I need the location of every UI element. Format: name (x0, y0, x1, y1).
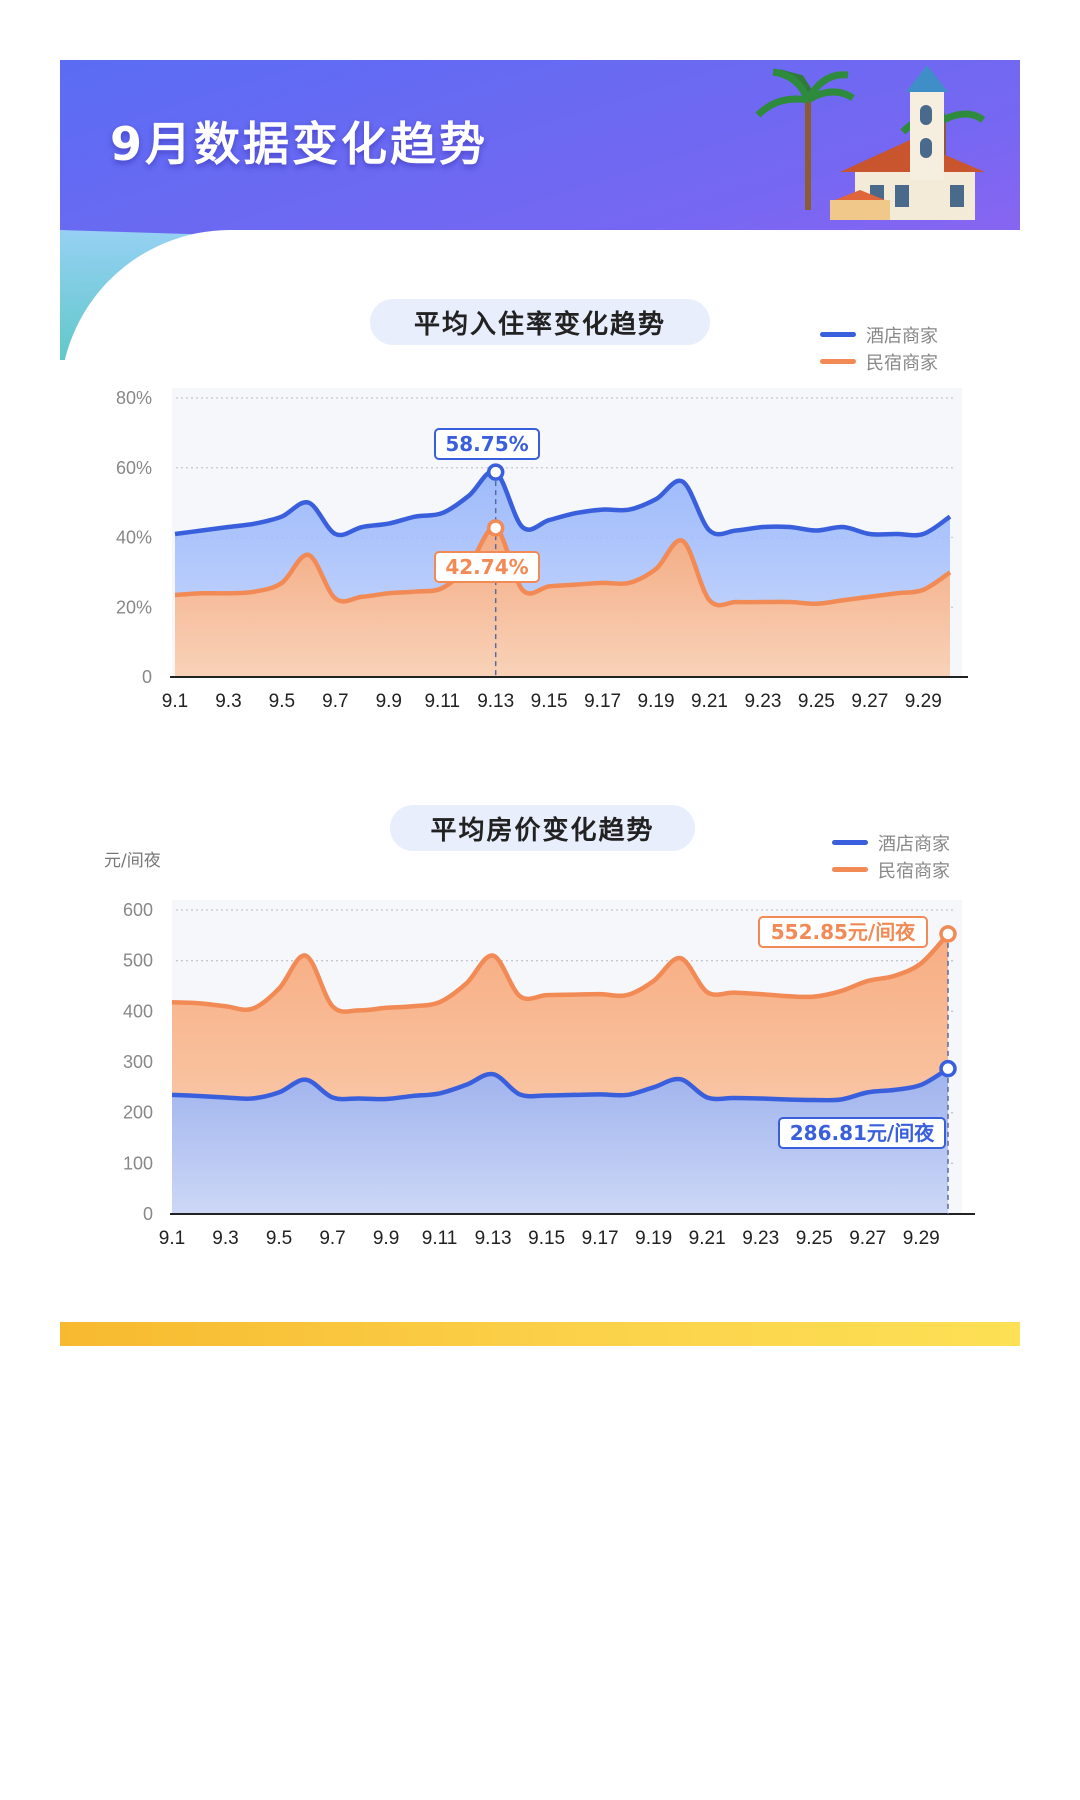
annotation-label: 286.81元/间夜 (790, 1121, 935, 1145)
annotation-label: 552.85元/间夜 (771, 920, 916, 944)
x-tick-label: 9.11 (424, 691, 460, 712)
legend-swatch-hotel (820, 332, 856, 337)
x-tick-label: 9.5 (266, 1228, 292, 1249)
legend-label-hotel: 酒店商家 (866, 325, 938, 347)
x-tick-label: 9.1 (159, 1228, 185, 1249)
legend-label-homestay: 民宿商家 (878, 860, 950, 882)
hotel-line (171, 1066, 950, 1103)
legend-item-homestay: 民宿商家 (832, 856, 950, 883)
x-tick-label: 9.27 (851, 691, 888, 712)
chart1-title: 平均入住率变化趋势 (370, 299, 710, 345)
page-title: 9月数据变化趋势 (110, 117, 489, 171)
y-tick-label: 0 (142, 667, 152, 687)
x-tick-label: 9.21 (691, 691, 728, 712)
x-tick-label: 9.27 (849, 1228, 886, 1249)
y-tick-label: 0 (143, 1204, 153, 1224)
x-tick-label: 9.11 (422, 1228, 458, 1249)
x-tick-label: 9.29 (905, 691, 942, 712)
y-tick-label: 500 (123, 951, 153, 971)
x-tick-label: 9.19 (635, 1228, 672, 1249)
x-tick-label: 9.17 (584, 691, 621, 712)
y-tick-label: 600 (123, 900, 153, 920)
legend-label-homestay: 民宿商家 (866, 352, 938, 374)
y-tick-label: 20% (116, 597, 152, 617)
x-tick-label: 9.19 (638, 691, 675, 712)
y-tick-label: 100 (123, 1153, 153, 1173)
x-tick-label: 9.7 (322, 691, 348, 712)
x-tick-label: 9.1 (162, 691, 188, 712)
x-tick-label: 9.23 (744, 691, 781, 712)
annotation-box (434, 428, 540, 460)
annotation-marker (939, 1059, 957, 1078)
x-tick-label: 9.17 (582, 1228, 619, 1249)
annotation-box (778, 1117, 946, 1149)
annotation-box (758, 916, 928, 948)
x-tick-label: 9.7 (319, 1228, 345, 1249)
y-tick-label: 400 (123, 1001, 153, 1021)
x-tick-label: 9.21 (689, 1228, 726, 1249)
y-tick-label: 60% (116, 458, 152, 478)
x-tick-label: 9.13 (477, 691, 514, 712)
legend-item-hotel: 酒店商家 (832, 829, 950, 856)
annotation-marker (486, 463, 505, 481)
chart2-title: 平均房价变化趋势 (390, 805, 695, 851)
footer-bar (60, 1322, 1020, 1346)
homestay-line (171, 932, 950, 1014)
y-tick-label: 300 (123, 1052, 153, 1072)
x-tick-label: 9.23 (742, 1228, 779, 1249)
chart1-legend: 酒店商家 民宿商家 (820, 321, 938, 375)
annotation-marker (939, 925, 957, 943)
x-tick-label: 9.25 (796, 1228, 833, 1249)
legend-swatch-hotel (832, 840, 868, 845)
annotation-label: 42.74% (445, 555, 528, 579)
legend-item-homestay: 民宿商家 (820, 348, 938, 375)
x-tick-label: 9.9 (376, 691, 402, 712)
x-tick-label: 9.15 (528, 1228, 565, 1249)
y-tick-label: 40% (116, 528, 152, 548)
x-tick-label: 9.5 (269, 691, 295, 712)
hotel-area (172, 1068, 948, 1214)
x-tick-label: 9.13 (475, 1228, 512, 1249)
annotation-label: 58.75% (445, 432, 528, 456)
y-axis-label: 元/间夜 (104, 851, 161, 871)
hotel-line (174, 469, 952, 538)
annotation-box (434, 551, 540, 583)
hotel-building-icon (755, 65, 986, 220)
legend-swatch-homestay (832, 867, 868, 872)
annotation-marker (486, 519, 505, 537)
legend-item-hotel: 酒店商家 (820, 321, 938, 348)
x-tick-label: 9.9 (373, 1228, 399, 1249)
chart2-legend: 酒店商家 民宿商家 (832, 829, 950, 883)
y-tick-label: 80% (116, 388, 152, 408)
legend-label-hotel: 酒店商家 (878, 833, 950, 855)
x-tick-label: 9.15 (531, 691, 568, 712)
x-tick-label: 9.3 (212, 1228, 238, 1249)
x-tick-label: 9.29 (903, 1228, 940, 1249)
homestay-area (175, 527, 950, 677)
homestay-line (174, 525, 952, 608)
y-tick-label: 200 (123, 1103, 153, 1123)
x-tick-label: 9.25 (798, 691, 835, 712)
x-tick-label: 9.3 (215, 691, 241, 712)
legend-swatch-homestay (820, 359, 856, 364)
